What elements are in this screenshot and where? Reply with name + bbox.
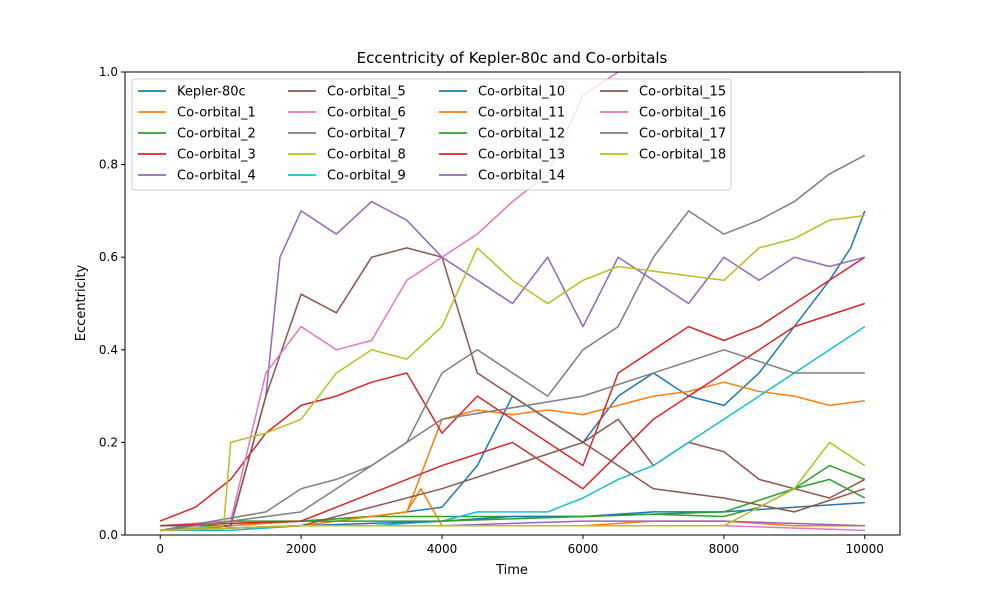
y-tick-label: 1.0 xyxy=(99,65,118,79)
series-line-18 xyxy=(160,349,865,532)
series-layer xyxy=(159,72,866,532)
y-tick-label: 0.8 xyxy=(99,158,118,172)
y-tick-label: 0.0 xyxy=(99,528,118,542)
legend-box xyxy=(131,78,732,191)
legend-label: Co-orbital_5 xyxy=(327,85,406,100)
legend-label: Co-orbital_14 xyxy=(478,169,565,184)
series-line-5 xyxy=(160,200,865,532)
legend: Kepler-80c Co-orbital_1 Co-orbital_2 Co-orb… xyxy=(131,78,732,191)
y-tick-label: 0.6 xyxy=(99,250,118,264)
legend-label: Co-orbital_1 xyxy=(177,106,256,121)
series-line-2 xyxy=(160,381,865,532)
series-line-9 xyxy=(160,214,865,532)
x-tick-label: 8000 xyxy=(709,542,740,556)
x-tick-label: 10000 xyxy=(846,542,884,556)
legend-label: Co-orbital_15 xyxy=(639,85,726,100)
series-line-7 xyxy=(160,72,865,527)
x-tick-label: 2000 xyxy=(286,542,317,556)
legend-label: Co-orbital_16 xyxy=(639,106,726,121)
legend-label: Co-orbital_8 xyxy=(327,148,406,163)
chart-title: Eccentricity of Kepler-80c and Co-orbita… xyxy=(357,49,668,67)
x-tick-label: 6000 xyxy=(568,542,599,556)
x-tick-label: 0 xyxy=(156,542,164,556)
series-line-6 xyxy=(160,247,866,532)
legend-label: Co-orbital_17 xyxy=(639,127,726,142)
legend-label: Kepler-80c xyxy=(177,85,246,100)
legend-label: Co-orbital_12 xyxy=(478,127,565,142)
y-tick-label: 0.4 xyxy=(99,343,118,357)
x-tick-label: 4000 xyxy=(427,542,458,556)
y-axis-label: Eccentricity xyxy=(74,265,89,342)
x-axis-ticks: 0 2000 4000 6000 8000 10000 xyxy=(156,535,884,556)
series-line-8 xyxy=(160,154,866,532)
series-line-19 xyxy=(160,441,866,532)
legend-label: Co-orbital_11 xyxy=(478,106,565,121)
x-axis-label: Time xyxy=(495,563,528,578)
legend-label: Co-orbital_18 xyxy=(639,148,726,163)
legend-label: Co-orbital_7 xyxy=(327,127,406,142)
legend-label: Co-orbital_3 xyxy=(177,148,256,163)
legend-label: Co-orbital_6 xyxy=(327,106,406,121)
y-tick-label: 0.2 xyxy=(99,435,118,449)
series-line-14 xyxy=(160,302,866,527)
plot-frame xyxy=(124,71,901,536)
series-line-4 xyxy=(159,256,866,522)
legend-label: Co-orbital_2 xyxy=(177,127,256,142)
series-line-13 xyxy=(160,478,866,527)
y-axis-ticks: 0.0 0.2 0.4 0.6 0.8 1.0 xyxy=(99,65,125,542)
legend-label: Co-orbital_13 xyxy=(478,148,565,163)
legend-label: Co-orbital_9 xyxy=(327,169,406,184)
legend-label: Co-orbital_4 xyxy=(177,169,256,184)
legend-label: Co-orbital_10 xyxy=(478,85,565,100)
series-line-16 xyxy=(160,441,866,532)
